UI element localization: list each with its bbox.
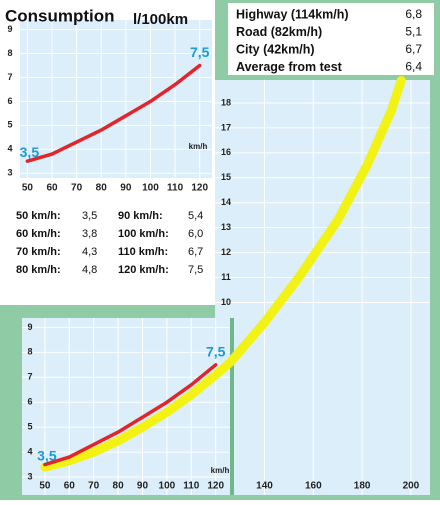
table-value: 4,3 [82,246,97,258]
summary-value: 6,7 [405,42,422,56]
x-tick-label: 120 [191,183,208,194]
x-tick-label: 100 [159,481,176,492]
y-tick-label: 16 [221,147,231,157]
value-label: 7,5 [206,344,226,360]
title-unit: l/100km [133,11,188,28]
x-tick-label: 70 [88,481,100,492]
summary-value: 5,1 [405,25,422,39]
x-axis-label: km/h [189,142,208,151]
table-value: 6,0 [188,228,203,240]
line-series [43,363,218,467]
table-value: 3,8 [82,228,97,240]
x-tick-label: 140 [256,481,273,492]
x-tick-label: 50 [39,481,51,492]
y-tick-label: 3 [7,168,12,178]
y-tick-label: 12 [221,247,231,257]
summary-label: Road (82km/h) [236,25,322,39]
table-label: 90 km/h: [118,210,163,222]
table-label: 80 km/h: [16,264,61,276]
table-value: 5,4 [188,210,203,222]
y-tick-label: 15 [221,172,231,182]
y-tick-label: 6 [27,397,32,407]
summary-value: 6,8 [405,7,422,21]
y-tick-label: 14 [221,197,231,207]
x-tick-label: 200 [403,481,420,492]
x-tick-label: 120 [207,481,224,492]
y-tick-label: 6 [7,96,12,106]
x-tick-label: 110 [167,183,184,194]
value-label: 7,5 [190,44,210,60]
x-tick-label: 110 [183,481,200,492]
y-tick-label: 9 [7,24,12,34]
y-tick-label: 10 [221,297,231,307]
y-tick-label: 4 [7,144,12,154]
x-tick-label: 70 [71,183,83,194]
y-tick-label: 5 [27,422,32,432]
title: Consumption [5,6,115,25]
table-label: 110 km/h: [118,246,168,258]
y-tick-label: 9 [27,322,32,332]
x-tick-label: 90 [137,481,149,492]
summary-label: Highway (114km/h) [236,7,349,21]
summary-box [228,3,434,75]
y-tick-label: 5 [7,120,12,130]
y-tick-label: 11 [221,272,231,282]
value-label: 3,5 [37,447,57,463]
table-value: 7,5 [188,264,203,276]
summary-label: City (42km/h) [236,42,315,56]
x-tick-label: 60 [46,183,58,194]
summary-value: 6,4 [405,60,422,74]
y-tick-label: 7 [27,372,32,382]
y-tick-label: 7 [7,72,12,82]
table-label: 120 km/h: [118,264,169,276]
y-tick-label: 13 [221,222,231,232]
table-label: 50 km/h: [16,210,61,222]
big-panel [215,80,430,495]
table-label: 60 km/h: [16,228,61,240]
table-label: 100 km/h: [118,228,169,240]
table-label: 70 km/h: [16,246,61,258]
y-tick-label: 8 [27,347,32,357]
content-layer: Highway (114km/h) 6,8 Road (82km/h) 5,1 City… [7,7,422,491]
y-tick-label: 18 [221,97,231,107]
x-tick-label: 100 [142,183,159,194]
line-series [25,63,202,163]
summary-label: Average from test [236,60,343,74]
y-tick-label: 4 [27,446,32,456]
x-tick-label: 180 [354,481,371,492]
x-tick-label: 160 [305,481,322,492]
x-tick-label: 80 [96,183,108,194]
x-tick-label: 80 [113,481,125,492]
y-tick-label: 17 [221,122,231,132]
line-series [40,76,406,472]
table-value: 6,7 [188,246,203,258]
x-tick-label: 50 [22,183,34,194]
y-tick-label: 3 [27,471,32,481]
divider [230,318,234,495]
value-label: 3,5 [20,144,40,160]
table-value: 4,8 [82,264,97,276]
table-value: 3,5 [82,210,97,222]
y-tick-label: 8 [7,48,12,58]
x-tick-label: 60 [64,481,76,492]
x-axis-label: km/h [211,466,230,475]
x-tick-label: 90 [120,183,132,194]
